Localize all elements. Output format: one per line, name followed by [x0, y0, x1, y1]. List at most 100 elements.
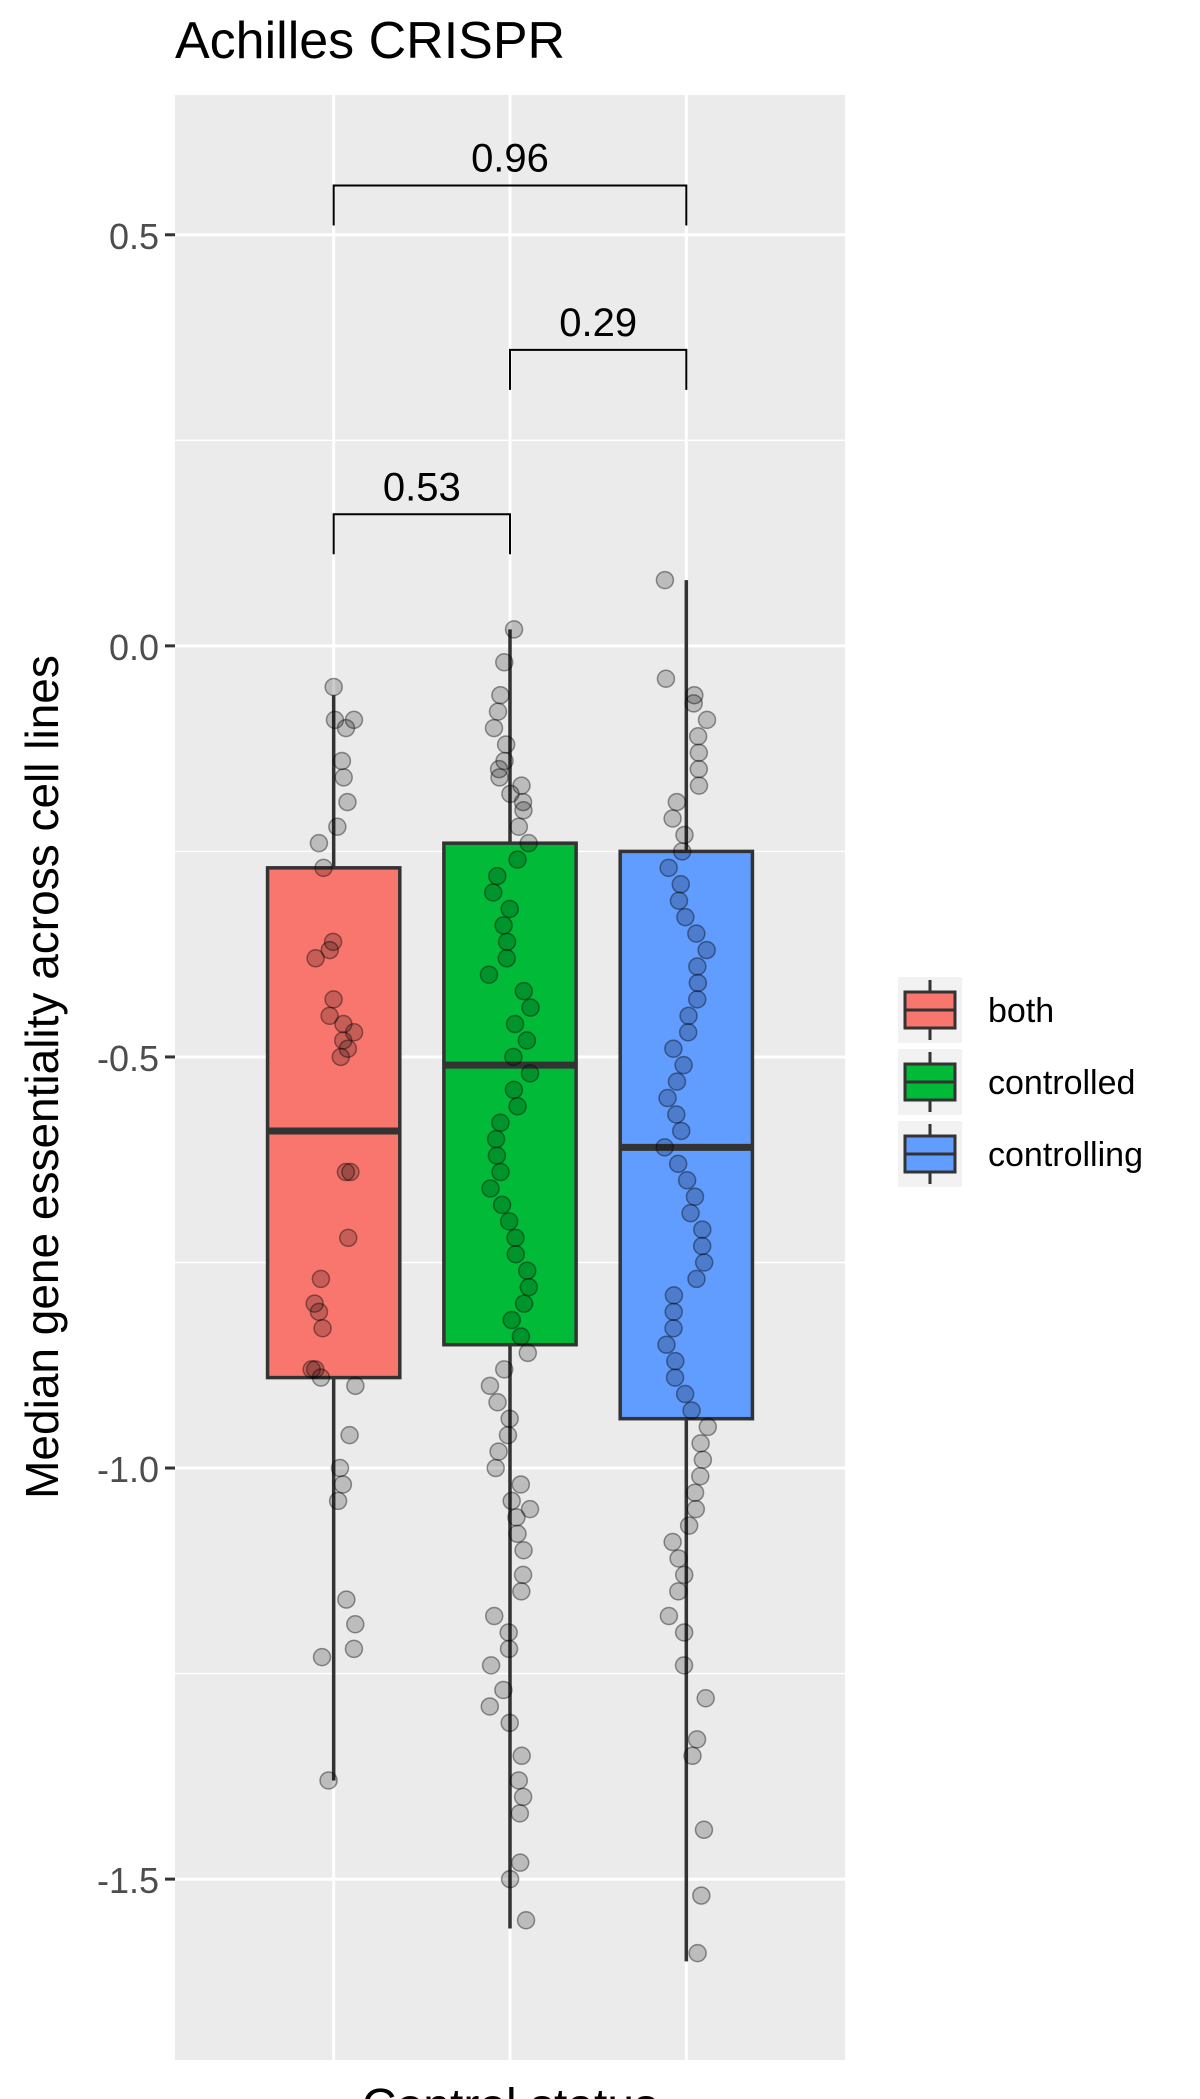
- data-point: [691, 1434, 710, 1453]
- boxes: [265, 580, 755, 1962]
- data-point: [494, 1680, 513, 1700]
- data-point: [320, 1006, 339, 1026]
- data-point: [663, 809, 682, 828]
- box-controlling: [618, 849, 755, 1421]
- data-point: [506, 1228, 525, 1248]
- data-point: [513, 792, 533, 812]
- data-point: [682, 1401, 701, 1420]
- data-point: [338, 1228, 358, 1248]
- data-point: [676, 907, 695, 927]
- data-point: [508, 850, 527, 869]
- data-point: [313, 1319, 332, 1338]
- data-point: [514, 981, 534, 1001]
- data-point: [507, 1508, 526, 1527]
- data-point: [659, 858, 678, 878]
- data-point: [305, 1360, 325, 1379]
- legend-label-controlled: controlled: [988, 1064, 1135, 1102]
- data-point: [687, 1269, 706, 1289]
- data-point: [511, 1475, 531, 1494]
- data-point: [499, 1623, 518, 1642]
- data-point: [508, 1097, 527, 1116]
- data-point: [511, 1327, 531, 1346]
- data-point: [480, 1376, 500, 1396]
- legend: both controlled controlling: [898, 977, 1143, 1187]
- data-point: [333, 1031, 353, 1050]
- data-point: [509, 1771, 529, 1790]
- jitter-points: [302, 570, 718, 1963]
- data-point: [496, 735, 516, 754]
- data-point: [338, 792, 357, 812]
- data-point: [336, 1162, 356, 1182]
- data-point: [665, 1368, 685, 1387]
- data-point: [483, 883, 503, 902]
- data-point: [664, 1302, 683, 1322]
- data-point: [492, 1195, 512, 1215]
- data-point: [334, 1014, 353, 1034]
- data-point: [672, 842, 692, 861]
- data-point: [489, 759, 509, 779]
- data-point: [679, 1006, 698, 1026]
- data-point: [692, 1886, 711, 1905]
- data-point: [494, 1360, 514, 1379]
- data-point: [675, 825, 694, 845]
- data-point: [664, 1286, 684, 1305]
- data-point: [502, 1310, 522, 1330]
- data-point: [685, 1483, 705, 1502]
- data-point: [328, 817, 347, 836]
- data-point: [688, 727, 708, 746]
- data-point: [332, 751, 352, 771]
- data-point: [519, 1277, 539, 1297]
- p-value-label: 0.29: [559, 301, 637, 345]
- data-point: [324, 677, 343, 697]
- comparison-bracket: [509, 348, 688, 390]
- data-point: [693, 1450, 713, 1470]
- data-point: [333, 1475, 353, 1494]
- data-point: [671, 1121, 691, 1141]
- data-point: [674, 1623, 694, 1642]
- p-value-label: 0.96: [471, 136, 549, 180]
- data-point: [488, 702, 508, 721]
- data-point: [697, 940, 716, 960]
- data-point: [666, 1351, 685, 1371]
- data-point: [668, 1154, 688, 1174]
- legend-label-controlling: controlling: [988, 1136, 1143, 1174]
- data-point: [681, 1203, 700, 1223]
- legend-label-both: both: [988, 992, 1054, 1030]
- data-point: [517, 1261, 537, 1280]
- data-point: [344, 1023, 364, 1042]
- y-tick-label: 0.0: [109, 627, 159, 668]
- data-point: [520, 1064, 540, 1083]
- data-point: [328, 1491, 348, 1511]
- data-point: [489, 1442, 508, 1461]
- data-point: [306, 949, 325, 968]
- data-point: [319, 1771, 338, 1790]
- data-point: [514, 1294, 534, 1313]
- data-point: [697, 710, 717, 730]
- y-tick-label: -1.0: [97, 1449, 159, 1490]
- data-point: [685, 1187, 705, 1206]
- data-point: [491, 685, 510, 705]
- data-point: [490, 768, 509, 787]
- data-point: [664, 1319, 683, 1338]
- data-point: [669, 1582, 688, 1601]
- data-point: [667, 792, 687, 812]
- data-point: [504, 1047, 523, 1067]
- y-axis: 0.5 0.0 -0.5 -1.0 -1.5: [97, 216, 175, 1901]
- data-point: [671, 875, 691, 894]
- data-point: [664, 1039, 683, 1058]
- data-point: [309, 833, 329, 853]
- data-point: [679, 1516, 699, 1535]
- data-point: [338, 1039, 358, 1058]
- data-point: [510, 1804, 530, 1823]
- data-point: [693, 1220, 712, 1239]
- comparison-bracket: [332, 513, 511, 555]
- data-point: [497, 932, 517, 952]
- data-point: [685, 685, 704, 705]
- data-point: [346, 1614, 365, 1634]
- data-point: [674, 1055, 693, 1075]
- data-point: [657, 1335, 676, 1354]
- data-point: [334, 768, 353, 787]
- data-point: [675, 1384, 695, 1404]
- y-tick-label: -0.5: [97, 1038, 159, 1079]
